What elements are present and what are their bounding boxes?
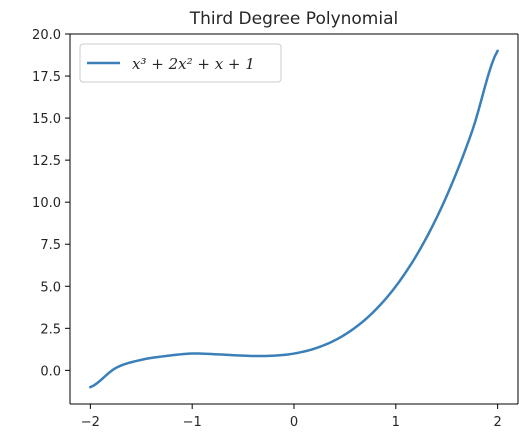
y-tick-label: 7.5 — [40, 238, 61, 253]
series-line — [89, 49, 499, 389]
legend-box — [79, 43, 282, 83]
legend: x³ + 2x² + x + 1 — [79, 43, 282, 83]
x-tick-label: 1 — [392, 415, 400, 430]
x-tick-label: 0 — [290, 415, 298, 430]
axes-spines — [69, 33, 519, 405]
legend-label: x³ + 2x² + x + 1 — [132, 55, 255, 73]
y-tick-label: 2.5 — [40, 322, 61, 337]
y-axis: 0.0 2.5 5.0 7.5 10.0 12.5 15.0 17.5 20.0 — [32, 28, 70, 379]
y-tick-label: 0.0 — [40, 364, 61, 379]
series-layer — [89, 49, 499, 389]
y-tick-label: 15.0 — [32, 112, 61, 127]
x-tick-label: 2 — [493, 415, 501, 430]
chart-title: Third Degree Polynomial — [189, 9, 398, 29]
y-tick-label: 5.0 — [40, 280, 61, 295]
plot-area — [70, 34, 518, 404]
x-axis: −2 −1 0 1 2 — [81, 404, 502, 430]
y-tick-label: 20.0 — [32, 28, 61, 43]
y-tick-label: 10.0 — [32, 196, 61, 211]
y-tick-label: 17.5 — [32, 70, 61, 85]
x-tick-label: −1 — [183, 415, 202, 430]
y-tick-label: 12.5 — [32, 154, 61, 169]
plot-background — [70, 34, 518, 404]
x-tick-label: −2 — [81, 415, 100, 430]
